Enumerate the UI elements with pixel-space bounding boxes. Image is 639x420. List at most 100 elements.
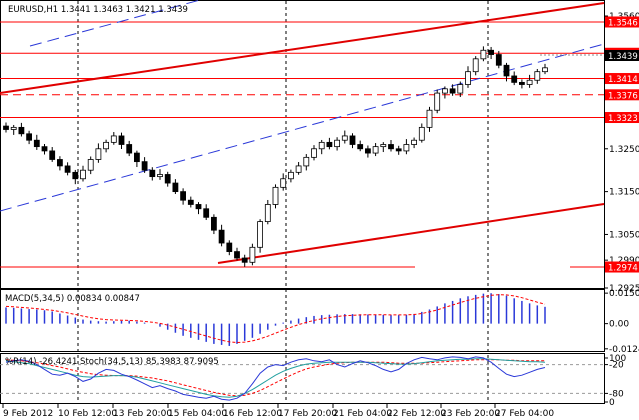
candle <box>203 204 210 221</box>
stoch-axis: -20 -80 100 0 <box>604 354 626 408</box>
level-label: 1.3376 <box>605 89 639 101</box>
candle <box>172 179 179 195</box>
candle <box>295 162 302 175</box>
svg-text:1.2974: 1.2974 <box>608 264 638 274</box>
candle <box>334 137 341 151</box>
price-tick-label: 1.3050 <box>609 230 639 240</box>
candle <box>10 124 17 135</box>
candle <box>80 165 86 182</box>
candle <box>303 154 310 171</box>
time-tick-label: 13 Feb 20:00 <box>113 409 172 419</box>
price-tick-label: 1.2925 <box>609 284 639 294</box>
candle <box>26 130 33 145</box>
candle <box>287 169 294 183</box>
svg-text:1.3376: 1.3376 <box>608 91 638 101</box>
candle <box>149 167 156 181</box>
price-tick-label: 1.3250 <box>609 145 639 155</box>
stoch-level-lines <box>0 364 604 394</box>
stoch-label: %R(14) -26.4241 Stoch(34,5,13) 85.3983 8… <box>5 357 219 367</box>
svg-text:1.3546: 1.3546 <box>608 18 638 28</box>
candle <box>364 145 371 158</box>
candle <box>64 162 71 176</box>
candle <box>542 63 548 75</box>
macd-tick-label: 0.01505 <box>609 289 639 299</box>
level-label: 1.3546 <box>605 16 639 28</box>
candle <box>218 224 225 247</box>
candle <box>49 147 56 162</box>
candle <box>380 142 387 153</box>
stoch-k-line <box>5 358 546 398</box>
williams-r-line <box>5 356 546 401</box>
macd-axis: 0.01505 0.00 -0.01243 <box>604 289 639 355</box>
time-tick-label: 10 Feb 12:00 <box>58 409 117 419</box>
candle <box>326 137 333 150</box>
stoch-tick-label: -20 <box>609 361 624 371</box>
candle <box>110 132 117 145</box>
candle <box>187 196 194 208</box>
macd-tick-label: -0.01243 <box>609 345 639 355</box>
candle <box>133 150 140 168</box>
macd-label: MACD(5,34,5) 0.00834 0.00847 <box>5 294 140 304</box>
regression-channel <box>0 0 605 264</box>
candle <box>388 140 394 152</box>
candle <box>57 156 63 171</box>
candle <box>488 46 495 60</box>
price-panel-frame <box>0 0 605 289</box>
time-tick-label: 9 Feb 2012 <box>3 409 53 419</box>
time-tick-label: 16 Feb 12:00 <box>223 409 282 419</box>
candle <box>519 79 525 89</box>
candle <box>118 132 125 149</box>
candle <box>241 254 248 267</box>
candle <box>164 171 171 187</box>
stoch-d-line <box>5 359 545 397</box>
candle <box>465 66 471 88</box>
candle <box>318 139 325 155</box>
candle <box>157 169 163 180</box>
stoch-tick-label: -80 <box>609 389 624 399</box>
candle <box>210 214 217 235</box>
macd-histogram <box>5 293 546 346</box>
candle <box>418 123 425 143</box>
candle <box>249 243 256 266</box>
current-price-label: 1.3439 <box>605 50 639 62</box>
candle <box>403 139 410 155</box>
candle <box>349 133 356 149</box>
candle <box>441 86 448 99</box>
candle <box>495 50 502 69</box>
day-separators <box>77 1 489 403</box>
time-tick-label: 22 Feb 12:00 <box>387 409 446 419</box>
candle <box>457 81 464 97</box>
candle <box>280 173 287 191</box>
candle <box>126 140 133 157</box>
time-tick-label: 21 Feb 04:00 <box>333 409 392 419</box>
candle <box>426 106 433 132</box>
candle <box>33 134 40 150</box>
candle <box>311 145 317 161</box>
time-tick-label: 17 Feb 20:00 <box>278 409 337 419</box>
candle <box>411 137 418 149</box>
candle <box>372 143 379 157</box>
candle <box>180 188 187 205</box>
svg-text:1.3414: 1.3414 <box>608 75 638 85</box>
candle <box>264 199 271 225</box>
price-tick-label: 1.2990 <box>609 256 639 266</box>
symbol-info: EURUSD,H1 1.3441 1.3463 1.3421 1.3439 <box>8 5 188 15</box>
candle <box>472 56 479 76</box>
channel-lower-line <box>217 203 605 264</box>
candle <box>341 130 348 144</box>
candle <box>434 89 441 114</box>
candle <box>234 247 240 261</box>
candle <box>395 145 402 155</box>
candle <box>95 143 102 163</box>
channel-upper-line <box>0 2 605 94</box>
candle <box>257 219 264 253</box>
macd-panel-frame <box>0 289 605 352</box>
candle <box>18 122 25 137</box>
candle <box>87 156 94 175</box>
channel-mid-line <box>0 43 605 212</box>
level-label: 1.2974 <box>605 261 639 274</box>
stoch-tick-label: 0 <box>609 398 615 408</box>
candle <box>3 122 9 133</box>
